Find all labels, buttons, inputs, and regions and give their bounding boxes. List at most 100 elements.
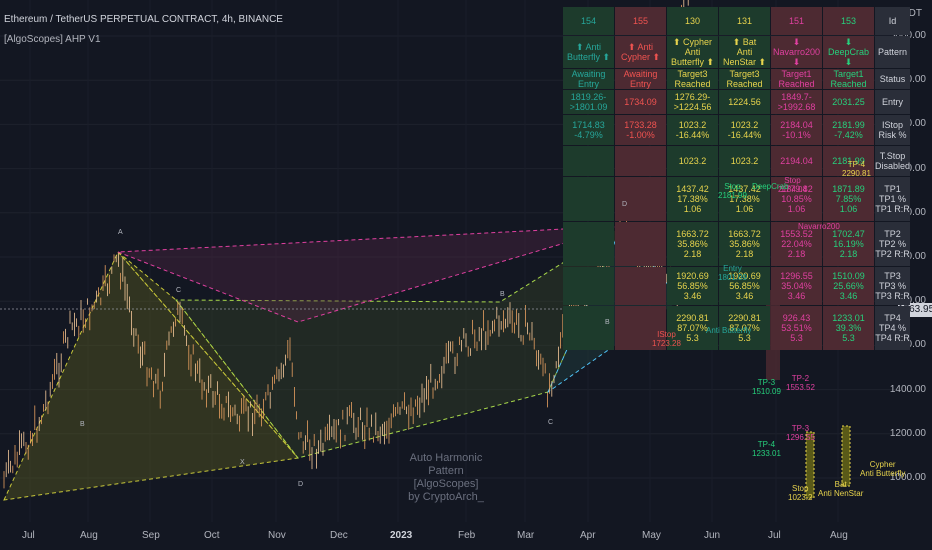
table-cell: 2194.04 (771, 146, 822, 176)
table-row-label: Pattern (875, 36, 911, 68)
table-cell: 1819.26->1801.09 (563, 90, 614, 114)
table-cell: 2031.25 (823, 90, 874, 114)
table-cell: ⬇ DeepCrab ⬇ (823, 36, 874, 68)
time-tick-label: Feb (458, 530, 476, 541)
table-row-label: Status (875, 69, 911, 89)
chart-annotation: TP-2 1553.52 (786, 374, 815, 392)
table-cell: 2181.99 -7.42% (823, 115, 874, 145)
table-cell: Target1 Reached (823, 69, 874, 89)
pattern-point-label: D (298, 481, 304, 488)
pattern-point-label: B (605, 319, 610, 326)
table-cell: 1733.28 -1.00% (615, 115, 666, 145)
time-tick-label: Aug (80, 530, 98, 541)
table-row-label: Id (875, 7, 911, 35)
table-cell: 131 (719, 7, 770, 35)
table-row-label: TP1 TP1 % TP1 R:R (875, 177, 911, 221)
time-tick-label: 2023 (390, 530, 413, 541)
chart-annotation: Navarro200 (798, 222, 840, 231)
table-cell: Target3 Reached (719, 69, 770, 89)
table-cell: 1871.89 7.85% 1.06 (823, 177, 874, 221)
table-cell: 1023.2 -16.44% (719, 115, 770, 145)
table-cell: 1023.2 (667, 146, 718, 176)
time-tick-label: Nov (268, 530, 286, 541)
table-cell (615, 267, 666, 305)
time-tick-label: Aug (830, 530, 848, 541)
table-cell (615, 146, 666, 176)
chart-annotation: TP-4 1233.01 (752, 440, 781, 458)
table-cell: 1734.09 (615, 90, 666, 114)
table-cell: 1702.47 16.19% 2.18 (823, 222, 874, 266)
pattern-point-label: C (548, 419, 554, 426)
table-cell: 1437.42 17.38% 1.06 (719, 177, 770, 221)
chart-annotation: IStop 1723.28 (652, 330, 681, 348)
pattern-point-label: X (240, 459, 245, 466)
table-cell (615, 177, 666, 221)
chart-annotation: Anti Butterfly (706, 326, 752, 335)
table-cell: 1296.55 35.04% 3.46 (771, 267, 822, 305)
indicator-name[interactable]: [AlgoScopes] AHP V1 (4, 34, 101, 45)
table-cell: 2290.81 87.07% 5.3 (719, 306, 770, 350)
table-cell (615, 222, 666, 266)
table-cell: 1849.7->1992.68 (771, 90, 822, 114)
table-cell: 1023.2 -16.44% (667, 115, 718, 145)
table-cell (615, 306, 666, 350)
pattern-table: 154 155 130 131 151 153 Id ⬆ Anti Butterfly ⬆ ⬆ … (562, 6, 911, 351)
table-cell: 154 (563, 7, 614, 35)
pattern-point-label: C (176, 287, 182, 294)
table-cell (563, 267, 614, 305)
table-cell: 2184.04 -10.1% (771, 115, 822, 145)
table-cell: 1510.09 25.66% 3.46 (823, 267, 874, 305)
table-cell: Target3 Reached (667, 69, 718, 89)
chart-annotation: Cypher Anti Butterfly (860, 460, 906, 478)
table-row-label: TP2 TP2 % TP2 R:R (875, 222, 911, 266)
table-cell: 151 (771, 7, 822, 35)
watermark: Auto Harmonic Pattern [AlgoScopes] by Cryp… (408, 452, 484, 503)
table-cell: 1023.2 (719, 146, 770, 176)
table-cell: 1920.69 56.85% 3.46 (667, 267, 718, 305)
chart-annotation: Stop 1023.2 (788, 484, 813, 502)
table-cell: 1224.56 (719, 90, 770, 114)
chart-annotation: Bat Anti NenStar (818, 480, 864, 498)
table-cell: 1663.72 35.86% 2.18 (667, 222, 718, 266)
table-cell: 1779.82 10.85% 1.06 (771, 177, 822, 221)
table-cell: 2181.99 (823, 146, 874, 176)
pattern-point-label: D (622, 201, 628, 208)
symbol-title: Ethereum / TetherUS PERPETUAL CONTRACT, … (4, 14, 283, 25)
chart-annotation: TP-4 2290.81 (842, 160, 871, 178)
table-cell: ⬇ Navarro200 ⬇ (771, 36, 822, 68)
table-cell: ⬆ Cypher Anti Butterfly ⬆ (667, 36, 718, 68)
price-tick-label: 1200.00 (889, 427, 926, 439)
time-tick-label: Oct (204, 530, 220, 541)
table-cell: 130 (667, 7, 718, 35)
time-tick-label: Sep (142, 530, 160, 541)
price-tick-label: 1400.00 (889, 383, 926, 395)
table-row-label: IStop Risk % (875, 115, 911, 145)
table-cell: 1276.29->1224.56 (667, 90, 718, 114)
pattern-point-label: B (80, 421, 85, 428)
table-cell: 1553.52 22.04% 2.18 (771, 222, 822, 266)
pattern-point-label: A (118, 229, 123, 236)
table-cell: ⬆ Anti Cypher ⬆ (615, 36, 666, 68)
table-cell: Awaiting Entry (615, 69, 666, 89)
table-cell: 1663.72 35.86% 2.18 (719, 222, 770, 266)
time-tick-label: Jun (704, 530, 721, 541)
chart-annotation: Entry 1801.09 (718, 264, 747, 282)
time-tick-label: Mar (517, 530, 535, 541)
table-cell: 2290.81 87.07% 5.3 (667, 306, 718, 350)
time-tick-label: May (642, 530, 661, 541)
pattern-point-label: B (500, 291, 505, 298)
table-cell: 1233.01 39.3% 5.3 (823, 306, 874, 350)
table-cell: 1437.42 17.38% 1.06 (667, 177, 718, 221)
table-cell: 155 (615, 7, 666, 35)
table-cell: ⬆ Bat Anti NenStar ⬆ (719, 36, 770, 68)
table-cell (563, 222, 614, 266)
table-cell: Target1 Reached (771, 69, 822, 89)
table-row-label: Entry (875, 90, 911, 114)
table-cell (563, 306, 614, 350)
chart-annotation: TP-3 1510.09 (752, 378, 781, 396)
table-cell: 926.43 53.51% 5.3 (771, 306, 822, 350)
time-tick-label: Jul (768, 530, 781, 541)
table-cell: Awaiting Entry (563, 69, 614, 89)
price-tick-label: 1000.00 (889, 472, 926, 483)
